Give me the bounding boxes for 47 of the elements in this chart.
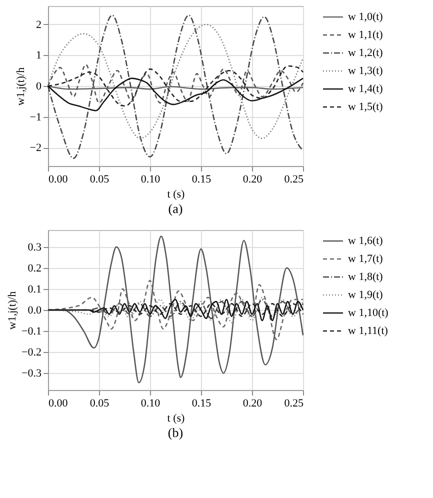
legend-label: w 1,9(t) — [348, 289, 384, 301]
x-tick-label: 0.05 — [90, 174, 110, 186]
y-tick-label: 0.2 — [28, 262, 42, 274]
x-tick-label: 0.15 — [192, 398, 212, 410]
legend-label: w 1,5(t) — [348, 101, 384, 113]
legend-label: w 1,2(t) — [348, 47, 384, 59]
x-tick-label: 0.20 — [242, 398, 263, 410]
x-tick-label: 0.10 — [140, 174, 161, 186]
y-tick-label: −0.1 — [22, 326, 42, 338]
x-axis-title: t (s) — [167, 188, 186, 200]
y-tick-label: 1 — [36, 50, 42, 62]
legend-label: w 1,11(t) — [348, 325, 388, 337]
x-axis-title: t (s) — [167, 412, 186, 424]
text: (b) — [168, 425, 184, 440]
x-tick-label: 0.00 — [48, 174, 68, 186]
y-tick-label: −2 — [30, 142, 42, 154]
y-axis-title: w1,j(t)/h — [14, 66, 27, 106]
legend-label: w 1,3(t) — [348, 65, 384, 77]
x-tick-label: 0.25 — [284, 398, 304, 410]
text: (a) — [168, 201, 183, 216]
line-series — [47, 280, 304, 340]
x-tick-label: 0.10 — [140, 398, 161, 410]
y-tick-label: 0.3 — [28, 241, 42, 254]
x-tick-label: 0.05 — [90, 398, 110, 410]
line-series — [47, 14, 304, 159]
line-series — [47, 78, 304, 112]
y-tick-label: 2 — [36, 18, 42, 31]
y-tick-label: −0.2 — [22, 346, 42, 359]
legend-label: w 1,7(t) — [348, 253, 384, 265]
y-tick-label: 0 — [36, 80, 42, 92]
y-tick-label: −0.3 — [22, 368, 42, 380]
legend-label: w 1,1(t) — [348, 29, 384, 41]
line-series — [47, 303, 304, 317]
y-axis-title: w1,j(t)/h — [6, 290, 19, 330]
x-tick-label: 0.15 — [192, 174, 212, 186]
legend-label: w 1,10(t) — [348, 307, 389, 319]
legend-label: w 1,8(t) — [348, 271, 384, 283]
line-series — [47, 24, 304, 139]
y-tick-label: 0.0 — [28, 304, 42, 316]
y-tick-label: 0.1 — [28, 283, 42, 296]
y-tick-label: −1 — [30, 111, 42, 124]
x-tick-label: 0.20 — [242, 174, 263, 186]
legend-label: w 1,4(t) — [348, 83, 384, 95]
legend-label: w 1,6(t) — [348, 235, 384, 247]
x-tick-label: 0.00 — [48, 398, 68, 410]
legend-label: w 1,0(t) — [348, 11, 384, 23]
x-tick-label: 0.25 — [284, 174, 304, 186]
